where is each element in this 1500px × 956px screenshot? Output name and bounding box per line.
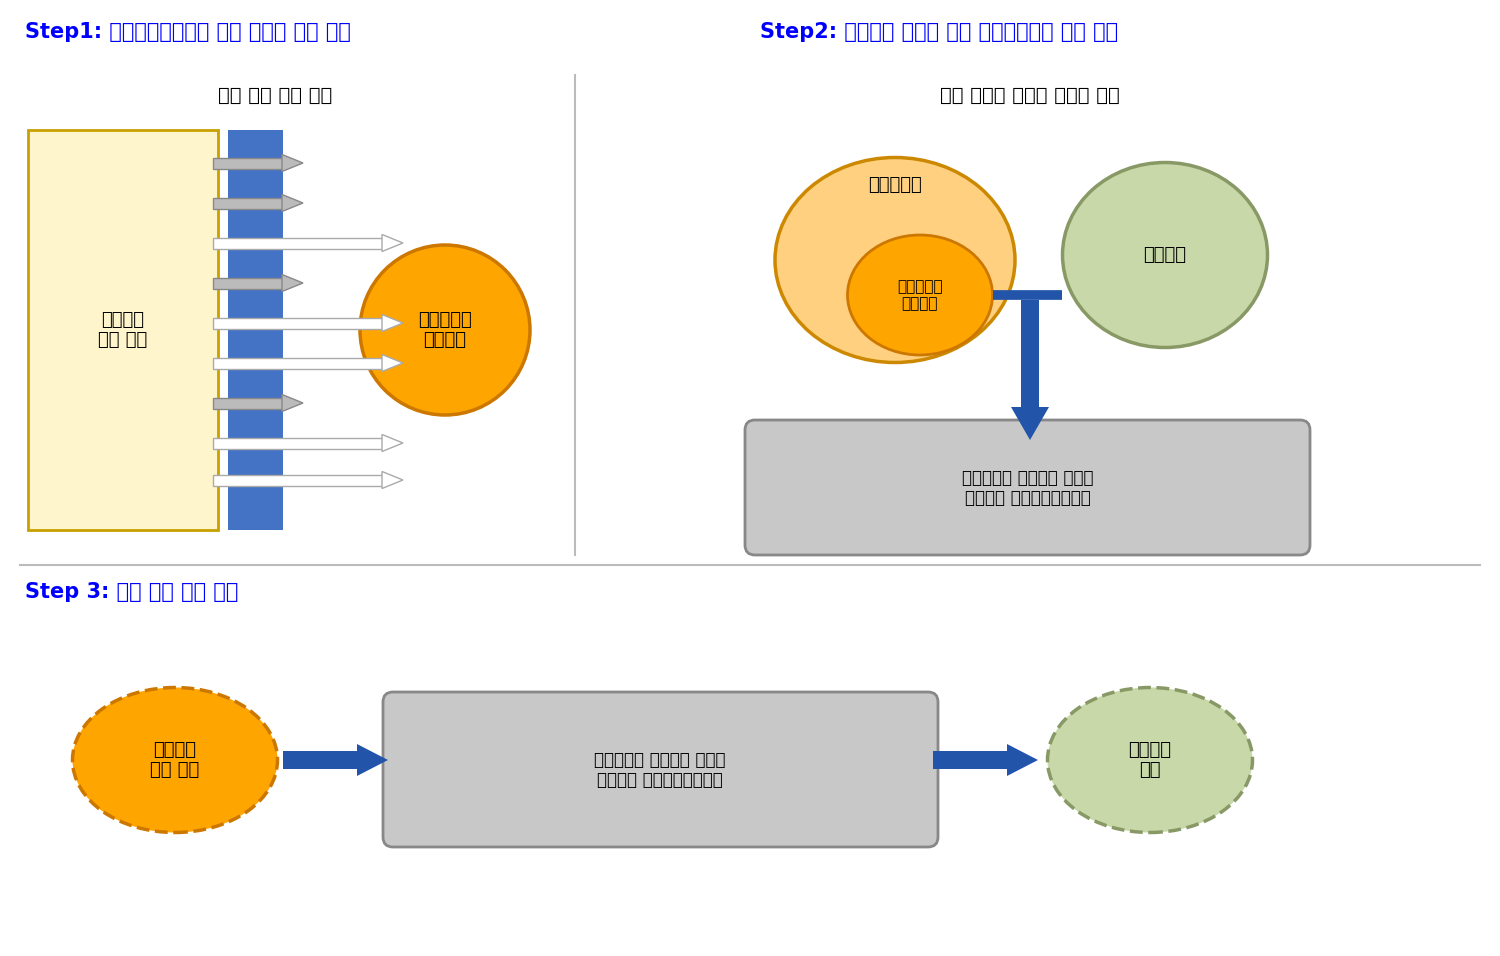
FancyArrow shape	[1007, 744, 1038, 776]
Text: 예측가능한
기후변수: 예측가능한 기후변수	[419, 311, 472, 349]
Ellipse shape	[776, 158, 1016, 362]
Bar	[933, 751, 1008, 769]
FancyArrow shape	[382, 315, 404, 332]
Bar	[213, 198, 284, 208]
FancyArrow shape	[382, 471, 404, 489]
Text: Step 3: 최종 예측 정보 생산: Step 3: 최종 예측 정보 생산	[26, 582, 239, 602]
Text: 미세먼지: 미세먼지	[1143, 246, 1186, 264]
Text: 기후변수들: 기후변수들	[868, 176, 922, 194]
FancyBboxPatch shape	[382, 692, 938, 847]
Bar	[213, 277, 284, 289]
FancyBboxPatch shape	[28, 130, 218, 530]
FancyBboxPatch shape	[228, 130, 284, 530]
Ellipse shape	[72, 687, 278, 833]
FancyArrow shape	[357, 744, 388, 776]
Bar	[1022, 300, 1040, 408]
Text: 기후변수
예측 정보: 기후변수 예측 정보	[150, 741, 200, 779]
FancyArrow shape	[382, 355, 404, 372]
Bar	[213, 474, 382, 486]
Text: 기후변수와 미세먼지 관계를
설명하는 다중선형회귀모델: 기후변수와 미세먼지 관계를 설명하는 다중선형회귀모델	[594, 750, 726, 790]
FancyArrow shape	[282, 194, 303, 211]
Ellipse shape	[1047, 687, 1252, 833]
FancyArrow shape	[282, 155, 303, 171]
Text: 예측가능한
기후변수: 예측가능한 기후변수	[897, 279, 944, 312]
FancyArrow shape	[382, 234, 404, 251]
Bar	[213, 398, 284, 408]
FancyArrow shape	[282, 274, 303, 292]
Ellipse shape	[1062, 163, 1268, 347]
FancyArrow shape	[282, 395, 303, 411]
Text: 계절예측
모델 결과: 계절예측 모델 결과	[99, 311, 147, 349]
Text: 기후변수와 미세먼지 관계를
설명하는 다중선형회귀모델: 기후변수와 미세먼지 관계를 설명하는 다중선형회귀모델	[963, 468, 1094, 508]
FancyBboxPatch shape	[746, 420, 1310, 555]
Bar	[213, 358, 382, 368]
Bar	[213, 317, 382, 329]
Text: Step2: 미세먼지 예측을 위한 다중선형회귀 모델 구축: Step2: 미세먼지 예측을 위한 다중선형회귀 모델 구축	[760, 22, 1118, 42]
Text: 모델 성능 평가 지표: 모델 성능 평가 지표	[217, 85, 332, 104]
Text: 미세먼지
예측: 미세먼지 예측	[1128, 741, 1172, 779]
FancyArrow shape	[1011, 407, 1048, 440]
Text: Step1: 기후예측모델에서 예측 가능한 변수 선정: Step1: 기후예측모델에서 예측 가능한 변수 선정	[26, 22, 351, 42]
Bar	[284, 751, 358, 769]
Bar	[213, 438, 382, 448]
Bar	[213, 158, 284, 168]
Text: 과거 자료에 기반한 통계적 관계: 과거 자료에 기반한 통계적 관계	[940, 85, 1120, 104]
Bar	[213, 237, 382, 249]
Ellipse shape	[360, 245, 530, 415]
Ellipse shape	[847, 235, 993, 355]
FancyArrow shape	[382, 434, 404, 451]
